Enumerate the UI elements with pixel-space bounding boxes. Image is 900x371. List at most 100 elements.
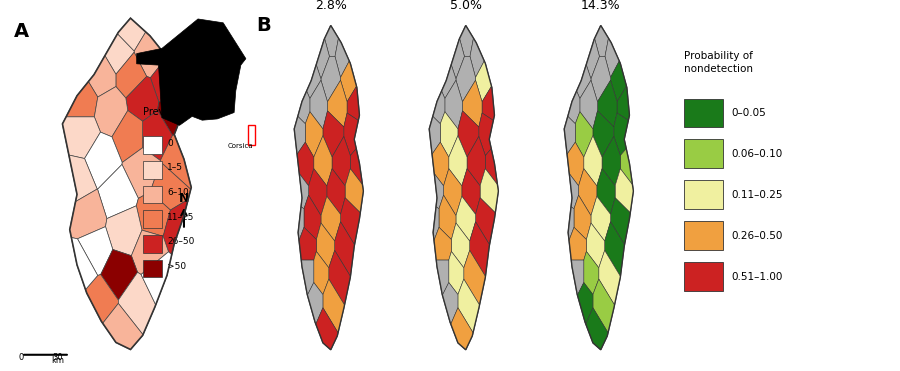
Polygon shape xyxy=(535,282,593,371)
Polygon shape xyxy=(598,250,666,371)
FancyBboxPatch shape xyxy=(143,136,162,154)
Polygon shape xyxy=(602,137,620,186)
Polygon shape xyxy=(265,282,323,371)
Polygon shape xyxy=(574,195,591,240)
Polygon shape xyxy=(580,80,598,129)
Polygon shape xyxy=(141,252,264,371)
PathPatch shape xyxy=(429,26,499,350)
Text: Corsica: Corsica xyxy=(227,144,253,150)
FancyBboxPatch shape xyxy=(143,186,162,203)
Polygon shape xyxy=(112,111,142,162)
Polygon shape xyxy=(281,308,375,371)
Polygon shape xyxy=(593,279,656,371)
Polygon shape xyxy=(605,222,670,351)
Polygon shape xyxy=(323,279,386,371)
Text: 0–0.05: 0–0.05 xyxy=(732,108,766,118)
Polygon shape xyxy=(298,0,356,56)
PathPatch shape xyxy=(564,26,634,350)
Polygon shape xyxy=(523,260,584,371)
Polygon shape xyxy=(440,112,458,157)
Polygon shape xyxy=(0,117,101,158)
Polygon shape xyxy=(562,142,584,186)
Polygon shape xyxy=(314,252,328,295)
Polygon shape xyxy=(160,113,281,194)
Polygon shape xyxy=(94,86,128,137)
Polygon shape xyxy=(163,194,284,336)
Polygon shape xyxy=(445,80,463,129)
Polygon shape xyxy=(598,80,617,127)
Polygon shape xyxy=(328,250,396,371)
Polygon shape xyxy=(470,0,525,78)
Polygon shape xyxy=(458,279,521,371)
Polygon shape xyxy=(388,260,449,371)
Text: 14.3%: 14.3% xyxy=(580,0,621,12)
Polygon shape xyxy=(470,222,536,351)
Polygon shape xyxy=(137,192,170,236)
Polygon shape xyxy=(292,142,314,186)
Polygon shape xyxy=(554,0,599,79)
Polygon shape xyxy=(0,0,98,117)
FancyBboxPatch shape xyxy=(684,180,723,209)
Polygon shape xyxy=(610,0,673,102)
Text: 0.11–0.25: 0.11–0.25 xyxy=(732,190,783,200)
Polygon shape xyxy=(246,173,304,311)
FancyBboxPatch shape xyxy=(684,221,723,250)
Text: 0: 0 xyxy=(19,353,23,362)
Polygon shape xyxy=(452,223,470,268)
Polygon shape xyxy=(480,169,543,260)
Polygon shape xyxy=(328,80,347,127)
Polygon shape xyxy=(535,0,591,99)
Polygon shape xyxy=(292,227,317,260)
Polygon shape xyxy=(379,69,440,169)
Polygon shape xyxy=(77,227,112,275)
FancyBboxPatch shape xyxy=(684,139,723,168)
Polygon shape xyxy=(244,69,305,169)
Polygon shape xyxy=(579,169,597,216)
Polygon shape xyxy=(150,0,269,102)
Polygon shape xyxy=(48,0,200,51)
Polygon shape xyxy=(97,164,139,219)
Polygon shape xyxy=(597,169,615,214)
Polygon shape xyxy=(344,113,373,155)
Text: 1–5: 1–5 xyxy=(167,164,183,173)
FancyBboxPatch shape xyxy=(684,99,723,127)
Polygon shape xyxy=(332,137,350,186)
Polygon shape xyxy=(253,260,314,371)
Polygon shape xyxy=(475,198,544,321)
Polygon shape xyxy=(568,0,626,56)
Polygon shape xyxy=(449,136,467,186)
Polygon shape xyxy=(381,173,439,311)
Polygon shape xyxy=(314,136,332,186)
Polygon shape xyxy=(605,0,660,78)
PathPatch shape xyxy=(62,18,192,349)
Text: km: km xyxy=(51,356,64,365)
Polygon shape xyxy=(475,0,538,102)
Polygon shape xyxy=(122,148,160,198)
Polygon shape xyxy=(614,113,643,155)
Polygon shape xyxy=(593,111,614,157)
Polygon shape xyxy=(137,19,246,125)
Polygon shape xyxy=(126,76,158,121)
Polygon shape xyxy=(323,111,344,157)
Polygon shape xyxy=(551,308,645,371)
Polygon shape xyxy=(134,0,232,78)
Polygon shape xyxy=(101,249,138,300)
Polygon shape xyxy=(416,308,510,371)
Polygon shape xyxy=(85,132,122,189)
Polygon shape xyxy=(345,169,408,260)
Polygon shape xyxy=(385,163,444,209)
Polygon shape xyxy=(340,198,409,321)
Polygon shape xyxy=(52,0,134,74)
Polygon shape xyxy=(38,303,202,371)
Polygon shape xyxy=(335,0,390,78)
FancyBboxPatch shape xyxy=(143,210,162,228)
Polygon shape xyxy=(449,252,464,295)
Text: 0.26–0.50: 0.26–0.50 xyxy=(732,231,783,241)
Polygon shape xyxy=(284,0,329,79)
Polygon shape xyxy=(562,227,587,260)
Polygon shape xyxy=(0,135,97,234)
Polygon shape xyxy=(587,223,605,268)
Text: 26–50: 26–50 xyxy=(167,237,194,246)
Polygon shape xyxy=(385,0,445,124)
Polygon shape xyxy=(265,0,321,99)
